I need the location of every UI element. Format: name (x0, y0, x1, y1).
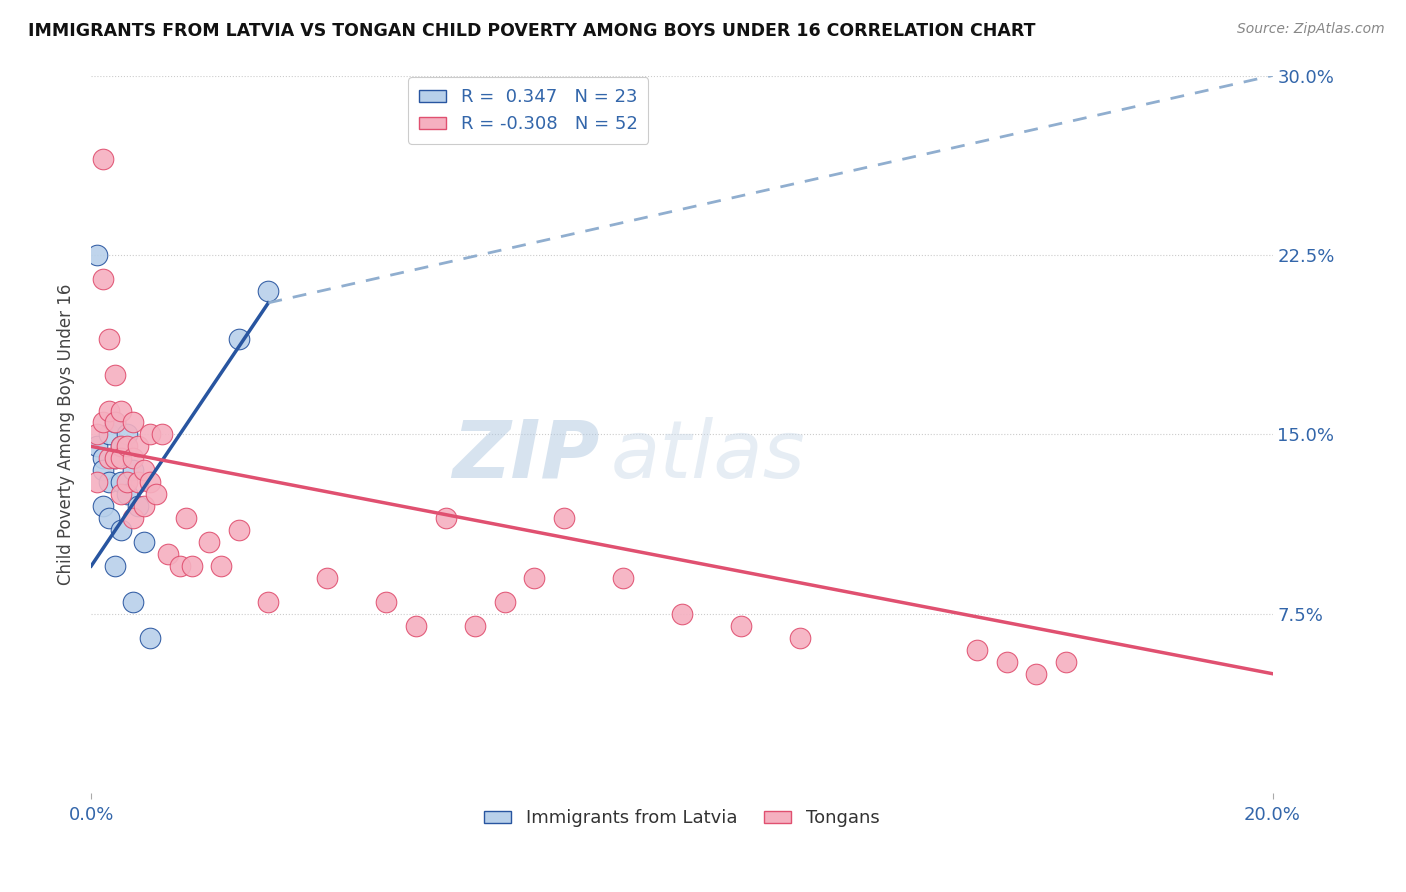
Point (110, 439, 132, 453)
Point (121, 463, 143, 477)
Point (612, 571, 634, 585)
Point (134, 535, 156, 549)
Point (121, 511, 143, 525)
Point (198, 535, 221, 549)
Point (110, 487, 132, 501)
Point (789, 631, 811, 645)
Point (110, 403, 132, 417)
Point (139, 631, 162, 645)
Point (86, 439, 108, 453)
Point (97, 451, 120, 466)
Point (671, 607, 693, 621)
Point (434, 511, 457, 525)
Point (104, 416, 127, 430)
Point (127, 500, 149, 514)
Point (127, 439, 149, 453)
Point (209, 559, 232, 574)
Point (110, 475, 132, 490)
Point (1054, 655, 1077, 669)
Point (91, 416, 114, 430)
Point (966, 642, 988, 657)
Point (97, 403, 120, 417)
Point (174, 511, 197, 525)
Point (104, 559, 127, 574)
Point (228, 332, 250, 346)
Point (169, 559, 191, 574)
Point (257, 284, 280, 298)
Point (523, 571, 546, 585)
Point (104, 451, 127, 466)
Point (1025, 666, 1047, 681)
Point (730, 619, 752, 633)
Point (139, 475, 162, 490)
Point (91, 463, 114, 477)
Point (180, 559, 202, 574)
Point (86, 427, 108, 442)
Text: IMMIGRANTS FROM LATVIA VS TONGAN CHILD POVERTY AMONG BOYS UNDER 16 CORRELATION C: IMMIGRANTS FROM LATVIA VS TONGAN CHILD P… (28, 22, 1036, 40)
Point (145, 487, 167, 501)
Point (91, 451, 114, 466)
Point (97, 332, 120, 346)
Point (86, 475, 108, 490)
Point (115, 427, 138, 442)
Point (121, 416, 143, 430)
Point (127, 475, 149, 490)
Point (375, 595, 398, 609)
Point (134, 463, 156, 477)
Point (91, 272, 114, 286)
Legend: Immigrants from Latvia, Tongans: Immigrants from Latvia, Tongans (477, 802, 887, 835)
Point (97, 427, 120, 442)
Point (121, 595, 143, 609)
Point (150, 427, 173, 442)
Point (115, 487, 138, 501)
Point (104, 451, 127, 466)
Point (405, 619, 427, 633)
Point (91, 500, 114, 514)
Point (316, 571, 339, 585)
Point (228, 523, 250, 537)
Text: ZIP: ZIP (451, 417, 599, 495)
Point (91, 153, 114, 167)
Point (86, 248, 108, 262)
Point (110, 451, 132, 466)
Point (115, 475, 138, 490)
Point (121, 451, 143, 466)
Point (134, 500, 156, 514)
Point (110, 523, 132, 537)
Point (464, 619, 486, 633)
Point (104, 368, 127, 382)
Point (110, 439, 132, 453)
Point (553, 511, 575, 525)
Point (995, 655, 1018, 669)
Y-axis label: Child Poverty Among Boys Under 16: Child Poverty Among Boys Under 16 (58, 284, 75, 585)
Text: atlas: atlas (612, 417, 806, 495)
Text: Source: ZipAtlas.com: Source: ZipAtlas.com (1237, 22, 1385, 37)
Point (257, 595, 280, 609)
Point (156, 547, 179, 561)
Point (139, 427, 162, 442)
Point (97, 475, 120, 490)
Point (115, 439, 138, 453)
Point (494, 595, 516, 609)
Point (104, 416, 127, 430)
Point (97, 511, 120, 525)
